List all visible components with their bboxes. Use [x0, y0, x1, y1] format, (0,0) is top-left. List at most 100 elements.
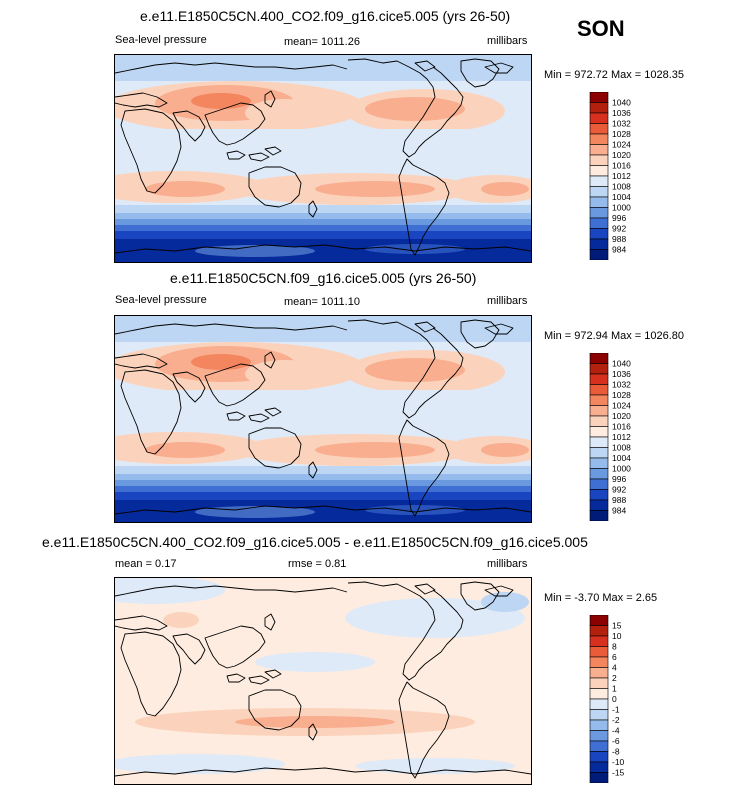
panel-1-units-label: millibars [487, 35, 528, 47]
colorbar-tick-label: 1016 [612, 422, 631, 432]
pressure-contour-region [115, 578, 225, 604]
colorbar-tick-label: 996 [612, 474, 626, 484]
pressure-band [115, 219, 531, 225]
colorbar-tick-label: -8 [612, 747, 620, 757]
coastline [414, 60, 436, 72]
coastline [264, 351, 276, 369]
colorbar-tick-label: -1 [612, 705, 620, 715]
colorbar-tick-label: 4 [612, 663, 617, 673]
colorbar-swatch [589, 165, 609, 177]
colorbar-swatch [589, 133, 609, 145]
coastline [115, 323, 348, 335]
colorbar-tick-label: -15 [612, 768, 625, 778]
colorbar-tick-label: -2 [612, 715, 620, 725]
panel-1-variable-label: Sea-level pressure [115, 34, 207, 46]
colorbar-swatch [589, 646, 609, 658]
colorbar-tick-label: 1000 [612, 464, 631, 474]
panel-2-colorbar: 1040103610321028102410201016101210081004… [589, 353, 631, 521]
colorbar-swatch [589, 510, 609, 521]
coastline [347, 58, 464, 158]
coastline [120, 631, 182, 717]
coastline [115, 505, 531, 515]
colorbar-tick-label: 1008 [612, 182, 631, 192]
colorbar-swatch [589, 394, 609, 406]
panel-2-units-label: millibars [487, 295, 528, 307]
colorbar-tick-label: 1040 [612, 359, 631, 369]
colorbar-tick-label: 15 [612, 621, 622, 631]
coastline [115, 585, 348, 597]
colorbar-tick-label: 1036 [612, 369, 631, 379]
coastline [204, 102, 266, 146]
colorbar-swatch [589, 112, 609, 124]
coastline [264, 146, 282, 156]
colorbar-tick-label: 1012 [612, 171, 631, 181]
pressure-contour-region [235, 716, 395, 728]
colorbar-swatch [589, 207, 609, 219]
coastline [484, 62, 514, 74]
panel-2-mean-label: mean= 1011.10 [284, 296, 360, 308]
colorbar-tick-label: 1024 [612, 140, 631, 150]
panel-3-mean-label: mean = 0.17 [115, 558, 177, 570]
colorbar-tick-label: 1012 [612, 432, 631, 442]
colorbar-tick-label: 1036 [612, 108, 631, 118]
pressure-contour-region [255, 652, 375, 672]
colorbar-swatch [589, 154, 609, 166]
colorbar-swatch [589, 363, 609, 375]
pressure-contour-region [315, 181, 435, 197]
pressure-band [115, 486, 531, 492]
panel-2-title: e.e11.E1850C5CN.f09_g16.cice5.005 (yrs 2… [170, 270, 477, 286]
pressure-contour-region [365, 505, 465, 515]
coastline [460, 58, 500, 88]
coastline [484, 323, 514, 335]
panel-3-map [114, 577, 532, 785]
colorbar-tick-label: -10 [612, 757, 625, 767]
colorbar-swatch [589, 447, 609, 459]
colorbar-tick-label: 1016 [612, 161, 631, 171]
coastline [398, 681, 450, 779]
colorbar-swatch [589, 719, 609, 731]
coastline [414, 583, 436, 595]
coastline [248, 675, 270, 685]
pressure-contour-region [191, 93, 251, 109]
colorbar-tick-label: 984 [612, 245, 626, 255]
colorbar-tick-label: -4 [612, 726, 620, 736]
colorbar-swatch [589, 186, 609, 198]
coastline [204, 625, 266, 669]
colorbar-tick-label: 1032 [612, 380, 631, 390]
season-label: SON [577, 16, 625, 41]
colorbar-tick-label: 992 [612, 485, 626, 495]
pressure-band [115, 480, 531, 486]
pressure-band [115, 213, 531, 219]
colorbar-swatch [589, 499, 609, 511]
pressure-band [115, 129, 531, 167]
colorbar-tick-label: 988 [612, 234, 626, 244]
colorbar-tick-label: 1004 [612, 453, 631, 463]
panel-2-variable-label: Sea-level pressure [115, 294, 207, 306]
coastline [115, 767, 531, 777]
colorbar-swatch [589, 426, 609, 438]
pressure-contour-region [245, 360, 325, 388]
colorbar-swatch [589, 688, 609, 700]
colorbar-swatch [589, 196, 609, 208]
colorbar-swatch [589, 478, 609, 490]
colorbar-swatch [589, 635, 609, 647]
colorbar-tick-label: 1028 [612, 129, 631, 139]
colorbar-swatch [589, 217, 609, 229]
pressure-band [115, 390, 531, 428]
pressure-contour-region [365, 97, 465, 121]
colorbar-swatch [589, 353, 609, 364]
panel-1-colorbar: 1040103610321028102410201016101210081004… [589, 92, 631, 260]
colorbar-swatch [589, 175, 609, 187]
colorbar-tick-label: 1004 [612, 192, 631, 202]
colorbar-swatch [589, 92, 609, 103]
colorbar-swatch [589, 772, 609, 783]
coastline [248, 166, 302, 208]
panel-2-map [114, 315, 532, 523]
coastline [460, 581, 500, 611]
coastline [115, 353, 168, 369]
pressure-band [115, 225, 531, 231]
pressure-contour-region [315, 442, 435, 458]
coastline [264, 407, 282, 417]
pressure-band [115, 316, 531, 342]
